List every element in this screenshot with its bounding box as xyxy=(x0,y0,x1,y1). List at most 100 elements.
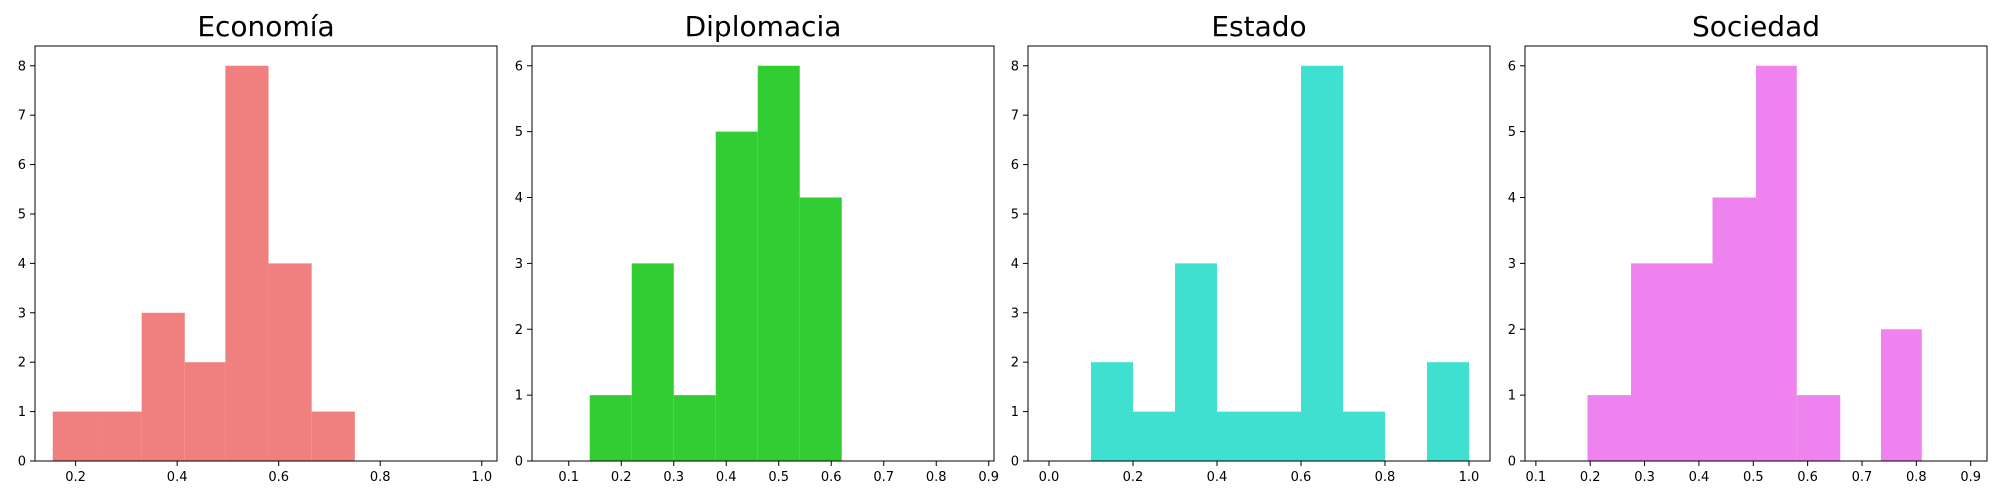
histogram-bar xyxy=(98,411,142,461)
x-tick-label: 0.7 xyxy=(873,470,894,485)
y-tick-label: 8 xyxy=(1011,59,1019,74)
histogram-bar xyxy=(1175,263,1217,461)
x-tick-label: 0.5 xyxy=(768,470,789,485)
y-tick-label: 7 xyxy=(18,109,26,124)
y-tick-label: 1 xyxy=(1011,405,1019,420)
x-tick-label: 0.2 xyxy=(1580,470,1601,485)
x-tick-label: 0.9 xyxy=(1960,470,1981,485)
subplot-estado: 0.0 0.2 0.4 0.6 0.8 1.0 0 1 2 3 4 5 6 7 8 Estado xyxy=(1011,10,1491,485)
x-tick-label: 1.0 xyxy=(1459,470,1480,485)
x-tick-label: 0.8 xyxy=(1906,470,1927,485)
x-tick-label: 0.3 xyxy=(1634,470,1655,485)
x-tick-label: 0.6 xyxy=(821,470,842,485)
y-tick-label: 5 xyxy=(515,125,523,140)
x-tick-label: 0.8 xyxy=(1375,470,1396,485)
axes-frame xyxy=(531,45,995,462)
x-tick-label: 0.4 xyxy=(716,470,737,485)
chart-title: Estado xyxy=(1211,10,1306,43)
y-tick-label: 3 xyxy=(1011,306,1019,321)
x-tick-label: 0.9 xyxy=(978,470,999,485)
y-tick-label: 6 xyxy=(18,158,26,173)
y-tick-label: 4 xyxy=(18,257,26,272)
subplot-diplomacia: 0.1 0.2 0.3 0.4 0.5 0.6 0.7 0.8 0.9 0 1 2 3 4 5 6 Diplom… xyxy=(515,10,999,485)
x-tick-label: 0.2 xyxy=(611,470,632,485)
y-tick-label: 3 xyxy=(18,306,26,321)
chart-title: Sociedad xyxy=(1692,10,1820,43)
histogram-bar xyxy=(1427,362,1469,461)
x-tick-label: 0.1 xyxy=(558,470,579,485)
y-tick-label: 2 xyxy=(1508,323,1516,338)
x-tick-label: 0.4 xyxy=(167,470,188,485)
y-tick-label: 4 xyxy=(515,191,523,206)
histogram-bar xyxy=(52,411,99,461)
x-tick-label: 0.5 xyxy=(1743,470,1764,485)
y-tick-label: 2 xyxy=(515,323,523,338)
histogram-bar xyxy=(715,131,758,461)
histogram-bar xyxy=(1587,395,1631,461)
histogram-bar xyxy=(1217,411,1259,461)
y-tick-label: 3 xyxy=(1508,257,1516,272)
histogram-bar xyxy=(141,312,185,461)
histogram-bar xyxy=(1881,329,1922,461)
chart-title: Diplomacia xyxy=(685,10,842,43)
histogram-bar xyxy=(1343,411,1385,461)
axes-frame xyxy=(1027,45,1491,462)
x-tick-label: 0.6 xyxy=(1797,470,1818,485)
axes-frame xyxy=(1524,45,1988,462)
histogram-bar xyxy=(1796,395,1841,461)
histogram-bar xyxy=(1756,65,1797,461)
x-tick-label: 1.0 xyxy=(471,470,492,485)
y-tick-label: 3 xyxy=(515,257,523,272)
x-tick-label: 0.8 xyxy=(926,470,947,485)
y-tick-label: 7 xyxy=(1011,109,1019,124)
y-tick-label: 1 xyxy=(18,405,26,420)
histogram-bar xyxy=(1674,263,1713,461)
x-tick-label: 0.4 xyxy=(1689,470,1710,485)
x-tick-label: 0.4 xyxy=(1207,470,1228,485)
histogram-bar xyxy=(1259,411,1301,461)
histogram-bar xyxy=(1301,65,1343,461)
y-tick-label: 2 xyxy=(18,356,26,371)
chart-title: Economía xyxy=(197,10,334,43)
y-tick-label: 1 xyxy=(1508,389,1516,404)
y-tick-label: 6 xyxy=(515,59,523,74)
histogram-bar xyxy=(1091,362,1133,461)
y-tick-label: 5 xyxy=(18,207,26,222)
y-tick-label: 2 xyxy=(1011,356,1019,371)
histogram-bar xyxy=(589,395,632,461)
y-tick-label: 4 xyxy=(1508,191,1516,206)
histogram-bar xyxy=(1630,263,1675,461)
y-tick-label: 0 xyxy=(1011,455,1019,470)
histogram-bar xyxy=(311,411,355,461)
y-tick-label: 4 xyxy=(1011,257,1019,272)
x-tick-label: 0.0 xyxy=(1039,470,1060,485)
histogram-bar xyxy=(757,65,800,461)
x-tick-label: 0.8 xyxy=(370,470,391,485)
histogram-bar xyxy=(799,197,842,461)
x-tick-label: 0.6 xyxy=(268,470,289,485)
x-tick-label: 0.2 xyxy=(1123,470,1144,485)
histogram-bar xyxy=(225,65,269,461)
histogram-bar xyxy=(268,263,312,461)
x-tick-label: 0.7 xyxy=(1852,470,1873,485)
x-tick-label: 0.6 xyxy=(1291,470,1312,485)
axes-frame xyxy=(34,45,498,462)
x-tick-label: 0.2 xyxy=(65,470,86,485)
histogram-bar xyxy=(184,362,226,461)
x-tick-label: 0.1 xyxy=(1526,470,1547,485)
subplot-economia: 0.2 0.4 0.6 0.8 1.0 0 1 2 3 4 5 6 7 8 Economía xyxy=(18,10,498,485)
histogram-bar xyxy=(631,263,674,461)
x-tick-label: 0.3 xyxy=(663,470,684,485)
y-tick-label: 0 xyxy=(1508,455,1516,470)
y-tick-label: 6 xyxy=(1011,158,1019,173)
histogram-bar xyxy=(1712,197,1756,461)
subplot-sociedad: 0.1 0.2 0.3 0.4 0.5 0.6 0.7 0.8 0.9 0 1 2 3 4 5 6 Socied… xyxy=(1508,10,1988,485)
y-tick-label: 5 xyxy=(1508,125,1516,140)
y-tick-label: 6 xyxy=(1508,59,1516,74)
y-tick-label: 1 xyxy=(515,389,523,404)
y-tick-label: 5 xyxy=(1011,207,1019,222)
y-tick-label: 0 xyxy=(515,455,523,470)
histogram-bar xyxy=(673,395,716,461)
y-tick-label: 0 xyxy=(18,455,26,470)
